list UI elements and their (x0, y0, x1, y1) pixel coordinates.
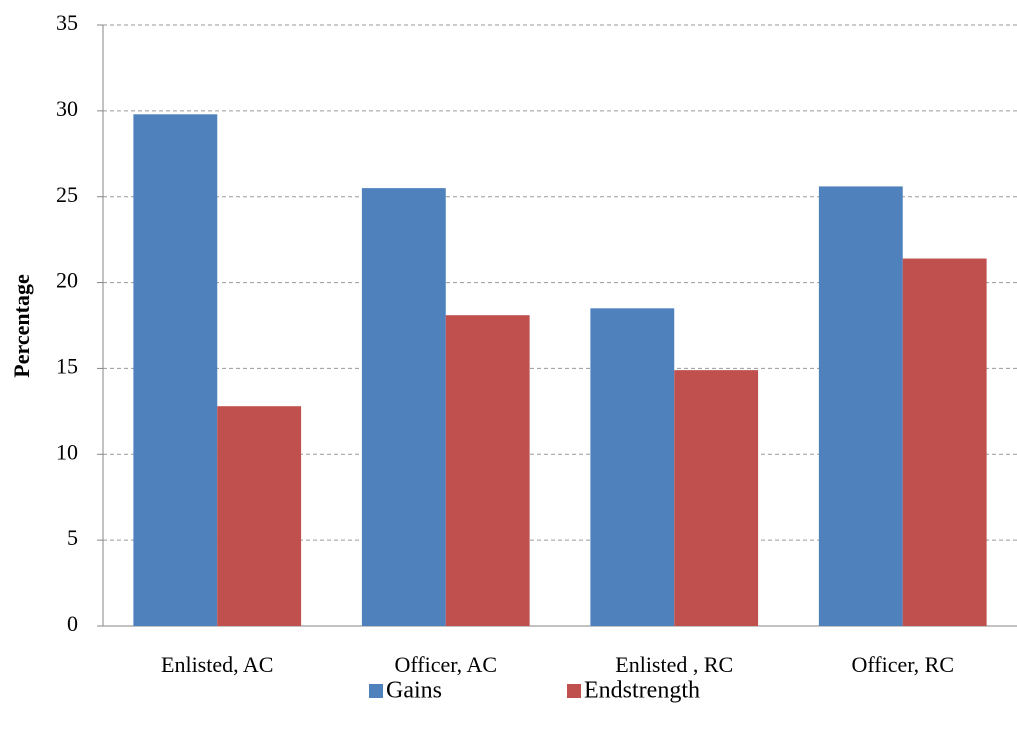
bar (674, 370, 759, 626)
x-tick-label: Officer, RC (851, 652, 954, 677)
y-tick-label: 10 (56, 439, 78, 464)
bar (445, 315, 530, 626)
y-tick-label: 25 (56, 182, 78, 207)
legend-swatch (369, 684, 383, 698)
bar (818, 186, 903, 626)
bar (133, 114, 218, 626)
bar (902, 258, 987, 626)
y-tick-label: 0 (67, 611, 78, 636)
legend-label: Endstrength (584, 678, 700, 704)
bar (217, 406, 302, 626)
legend-swatch (567, 684, 581, 698)
y-tick-label: 20 (56, 268, 78, 293)
y-tick-label: 15 (56, 353, 78, 378)
y-tick-label: 30 (56, 96, 78, 121)
y-tick-label: 35 (56, 10, 78, 35)
x-tick-label: Enlisted, AC (161, 652, 273, 677)
legend-label: Gains (386, 678, 442, 704)
y-axis-label: Percentage (9, 274, 34, 378)
y-tick-label: 5 (67, 525, 78, 550)
x-tick-label: Officer, AC (394, 652, 497, 677)
x-tick-label: Enlisted , RC (615, 652, 733, 677)
bar (590, 308, 675, 626)
bar (361, 188, 446, 626)
